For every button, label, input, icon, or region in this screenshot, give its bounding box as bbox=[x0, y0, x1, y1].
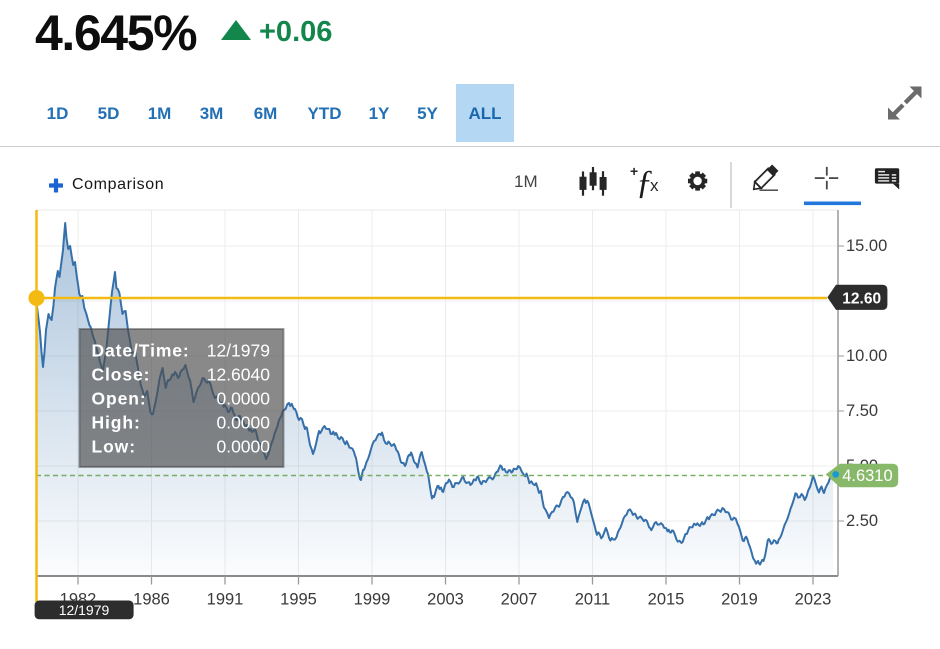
svg-text:Date/Time:: Date/Time: bbox=[92, 340, 190, 360]
svg-text:12/1979: 12/1979 bbox=[207, 340, 270, 360]
svg-text:2015: 2015 bbox=[648, 591, 685, 609]
svg-text:High:: High: bbox=[92, 412, 141, 432]
svg-text:Close:: Close: bbox=[92, 364, 151, 384]
svg-text:1991: 1991 bbox=[207, 591, 244, 609]
svg-text:4.6310: 4.6310 bbox=[842, 467, 892, 485]
svg-text:2.50: 2.50 bbox=[846, 512, 878, 530]
svg-text:12/1979: 12/1979 bbox=[59, 602, 110, 618]
svg-text:2007: 2007 bbox=[501, 591, 538, 609]
svg-text:ƒ: ƒ bbox=[636, 164, 653, 201]
svg-text:1995: 1995 bbox=[280, 591, 317, 609]
svg-text:15.00: 15.00 bbox=[846, 237, 887, 255]
svg-text:Open:: Open: bbox=[92, 388, 147, 408]
svg-text:Low:: Low: bbox=[92, 436, 136, 456]
svg-text:+: + bbox=[630, 163, 638, 179]
svg-text:2023: 2023 bbox=[795, 591, 832, 609]
svg-text:2003: 2003 bbox=[427, 591, 464, 609]
svg-text:12.60: 12.60 bbox=[842, 290, 881, 307]
svg-text:0.0000: 0.0000 bbox=[216, 388, 270, 408]
svg-text:1999: 1999 bbox=[354, 591, 391, 609]
svg-text:2011: 2011 bbox=[575, 591, 610, 609]
svg-text:0.0000: 0.0000 bbox=[216, 412, 270, 432]
svg-text:2019: 2019 bbox=[721, 591, 758, 609]
svg-text:12.6040: 12.6040 bbox=[207, 364, 271, 384]
svg-text:10.00: 10.00 bbox=[846, 347, 887, 365]
svg-text:7.50: 7.50 bbox=[846, 402, 878, 420]
svg-text:1986: 1986 bbox=[133, 591, 170, 609]
svg-text:0.0000: 0.0000 bbox=[216, 436, 270, 456]
svg-text:x: x bbox=[650, 176, 659, 195]
